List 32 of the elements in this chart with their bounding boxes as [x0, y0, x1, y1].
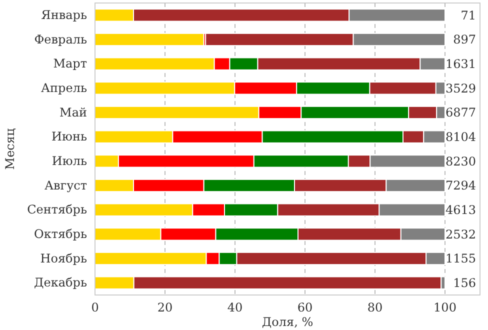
- annotation: 1155: [445, 252, 476, 266]
- x-tick-label: 40: [227, 300, 243, 315]
- annotation: 6877: [445, 106, 476, 120]
- annotation: 897: [453, 32, 476, 47]
- annotation: 2532: [445, 227, 476, 242]
- annotation: 4613: [445, 203, 476, 218]
- annotation: 1631: [445, 57, 476, 72]
- x-axis-title: Доля, %: [262, 315, 314, 329]
- annotation: 3529: [445, 81, 476, 96]
- y-tick-label: Апрель: [40, 81, 88, 96]
- y-tick-label: Сентябрь: [27, 202, 88, 217]
- x-tick-label: 20: [157, 300, 173, 315]
- annotation: 71: [460, 8, 476, 22]
- y-tick-label: Май: [60, 105, 87, 120]
- y-tick-label: Январь: [41, 8, 88, 22]
- annotation: 8104: [445, 130, 476, 144]
- annotation: 8230: [445, 154, 476, 168]
- y-tick-label: Июль: [52, 154, 88, 168]
- x-tick-label: 80: [367, 300, 383, 315]
- y-tick-label: Ноябрь: [40, 251, 88, 266]
- x-tick-label: 60: [297, 300, 313, 315]
- y-tick-label: Август: [44, 178, 88, 192]
- y-tick-label: Июнь: [52, 130, 88, 144]
- y-tick-label: Февраль: [34, 32, 88, 46]
- y-axis-title: Месяц: [3, 128, 17, 170]
- y-tick-label: Декабрь: [34, 276, 88, 290]
- x-tick-label: 0: [91, 300, 99, 315]
- annotation: 7294: [445, 178, 476, 193]
- y-tick-label: Октябрь: [34, 227, 88, 242]
- x-tick-label: 100: [434, 300, 456, 315]
- annotation: 156: [453, 276, 476, 290]
- y-tick-label: Март: [53, 56, 88, 71]
